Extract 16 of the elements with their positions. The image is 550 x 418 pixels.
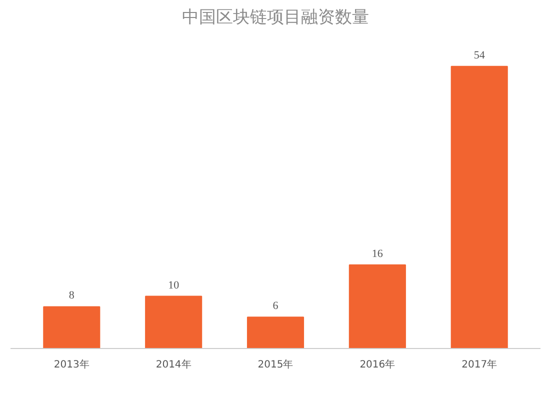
data-label: 8: [68, 290, 75, 302]
x-tick-label: 2016年: [360, 358, 396, 370]
bar: [246, 316, 304, 348]
chart-title: 中国区块链项目融资数量: [182, 8, 369, 28]
data-label: 16: [372, 248, 384, 260]
data-label: 6: [272, 300, 279, 312]
data-label: 54: [474, 49, 486, 62]
bar: [145, 296, 202, 348]
bar: [450, 66, 508, 348]
x-tick-label: 2015年: [258, 358, 294, 370]
bar: [348, 264, 406, 348]
x-tick-label: 2014年: [156, 358, 192, 370]
bar: [43, 306, 100, 348]
x-tick-label: 2017年: [462, 358, 498, 370]
data-label: 10: [168, 279, 180, 292]
x-tick-label: 2013年: [54, 358, 90, 370]
